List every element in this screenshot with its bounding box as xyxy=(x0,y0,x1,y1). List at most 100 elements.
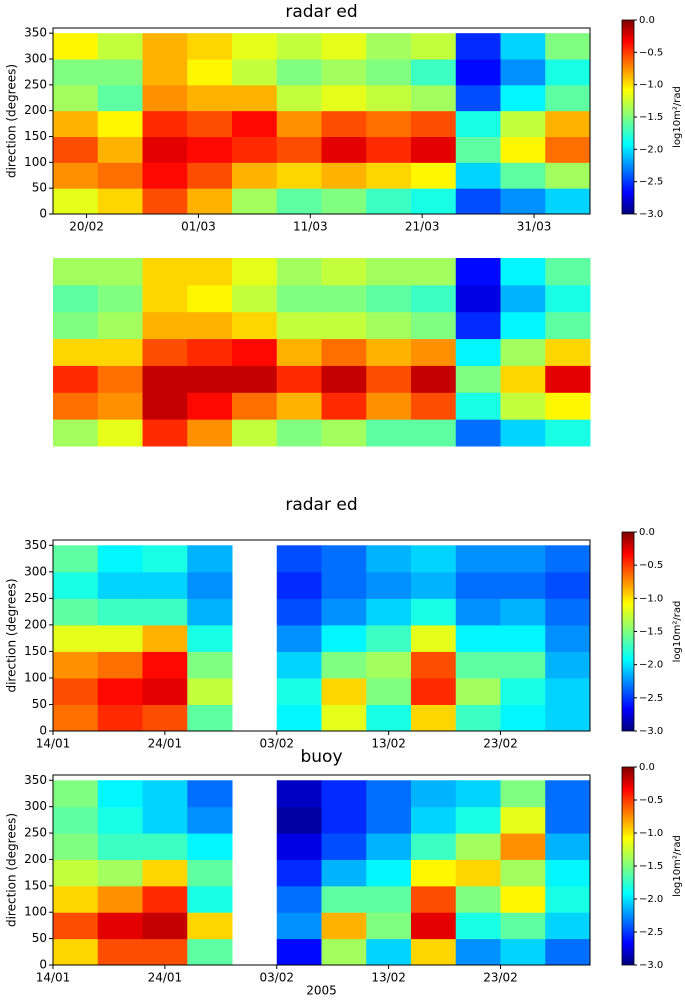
heatmap-cell xyxy=(500,780,546,808)
heatmap-cell xyxy=(366,704,412,732)
colorbar-tick-label: −1.5 xyxy=(639,627,663,638)
colorbar-label: log10m²/rad xyxy=(672,86,683,148)
heatmap-cell xyxy=(142,545,188,573)
chart-title: radar ed xyxy=(285,495,357,515)
heatmap-cell xyxy=(187,677,233,705)
heatmap-cell xyxy=(53,188,99,215)
heatmap-cell xyxy=(142,188,188,215)
heatmap-cell xyxy=(142,136,188,163)
heatmap-cell xyxy=(232,338,278,366)
heatmap-cell xyxy=(97,806,143,834)
heatmap-cell xyxy=(455,912,501,940)
heatmap-cell xyxy=(545,780,591,808)
x-tick-label: 13/02 xyxy=(371,737,406,751)
heatmap-cell xyxy=(411,84,457,112)
heatmap-cell xyxy=(97,912,143,940)
heatmap-cell xyxy=(187,859,233,887)
heatmap-cell xyxy=(411,188,457,215)
heatmap-cell xyxy=(500,651,546,679)
heatmap-cell xyxy=(142,833,188,860)
heatmap-cell xyxy=(455,84,501,112)
heatmap-cell xyxy=(411,677,457,705)
heatmap-cell xyxy=(276,833,322,860)
y-tick-label: 350 xyxy=(24,773,47,787)
heatmap-cell xyxy=(545,651,591,679)
heatmap-cell xyxy=(500,938,546,966)
heatmap-cell xyxy=(142,677,188,705)
colorbar-tick-label: −3.0 xyxy=(639,209,663,220)
heatmap-cell xyxy=(276,704,322,732)
heatmap-cell xyxy=(366,258,412,286)
heatmap-cell xyxy=(545,311,591,340)
heatmap-cell xyxy=(500,806,546,834)
heatmap-cell xyxy=(276,806,322,834)
y-tick-label: 200 xyxy=(24,852,47,866)
x-tick-label: 21/03 xyxy=(405,220,440,234)
heatmap-cell xyxy=(500,677,546,705)
heatmap-cell xyxy=(545,912,591,940)
heatmap-cell xyxy=(500,624,546,652)
heatmap-cell xyxy=(545,110,591,137)
y-tick-label: 350 xyxy=(24,538,47,552)
heatmap-cell xyxy=(187,419,233,447)
heatmap-cell xyxy=(321,338,367,366)
heatmap-cell xyxy=(97,188,143,215)
heatmap-cell xyxy=(321,59,367,86)
heatmap-cell xyxy=(187,365,233,393)
heatmap-cell xyxy=(545,284,591,313)
heatmap-cell xyxy=(53,419,99,447)
heatmap-cell xyxy=(232,33,278,60)
y-tick-label: 150 xyxy=(24,644,47,658)
heatmap-cell xyxy=(53,311,99,340)
heatmap-cell xyxy=(500,33,546,60)
heatmap-cell xyxy=(366,419,412,447)
x-tick-label: 03/02 xyxy=(259,737,294,751)
heatmap-cell xyxy=(411,258,457,286)
heatmap-cell xyxy=(142,912,188,940)
heatmap-cell xyxy=(545,677,591,705)
heatmap-cell xyxy=(276,59,322,86)
heatmap-cell xyxy=(545,419,591,447)
y-tick-label: 350 xyxy=(24,26,47,40)
heatmap-cell xyxy=(366,859,412,887)
heatmap-cell xyxy=(53,598,99,626)
x-tick-label: 31/03 xyxy=(517,220,552,234)
heatmap-cell xyxy=(187,938,233,966)
heatmap-cell xyxy=(276,859,322,887)
heatmap-cell xyxy=(187,545,233,573)
heatmap-cell xyxy=(545,338,591,366)
y-tick-label: 0 xyxy=(39,958,47,972)
heatmap-cell xyxy=(411,33,457,60)
heatmap-cell xyxy=(232,59,278,86)
heatmap-cell xyxy=(500,885,546,913)
heatmap-cell xyxy=(97,780,143,808)
x-tick-label: 11/03 xyxy=(293,220,328,234)
heatmap-cell xyxy=(187,311,233,340)
y-tick-label: 250 xyxy=(24,591,47,605)
heatmap-cell xyxy=(366,780,412,808)
heatmap-cell xyxy=(500,545,546,573)
heatmap-cell xyxy=(411,833,457,860)
heatmap-cell xyxy=(53,545,99,573)
heatmap-cell xyxy=(187,59,233,86)
heatmap-cell xyxy=(545,571,591,599)
heatmap-cell xyxy=(276,110,322,137)
heatmap-cell xyxy=(366,571,412,599)
heatmap-cell xyxy=(366,545,412,573)
heatmap-cell xyxy=(500,365,546,393)
heatmap-cell xyxy=(455,885,501,913)
heatmap-cell xyxy=(321,885,367,913)
heatmap-cell xyxy=(366,188,412,215)
heatmap-cell xyxy=(411,110,457,137)
heatmap-cell xyxy=(545,162,591,189)
heatmap-cell xyxy=(455,162,501,189)
colorbar-tick-label: −2.0 xyxy=(639,660,663,671)
y-tick-label: 100 xyxy=(24,905,47,919)
heatmap-cell xyxy=(53,84,99,112)
colorbar-tick-label: −3.0 xyxy=(639,726,663,737)
heatmap-cell xyxy=(142,806,188,834)
heatmap-cell xyxy=(276,912,322,940)
heatmap-cell xyxy=(232,188,278,215)
heatmap-cell xyxy=(411,419,457,447)
